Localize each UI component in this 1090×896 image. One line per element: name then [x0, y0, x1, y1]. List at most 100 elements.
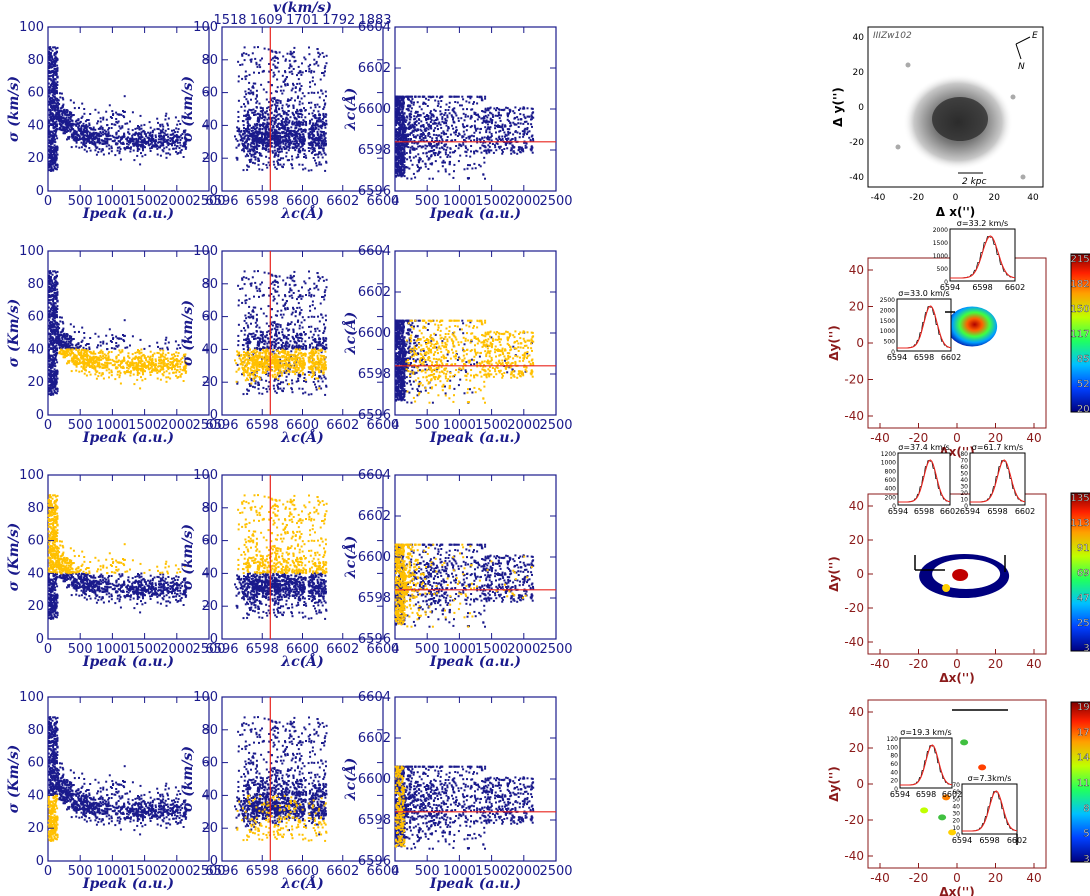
data-point — [105, 118, 108, 121]
data-point — [421, 133, 424, 136]
data-point — [92, 134, 95, 137]
data-point — [133, 159, 136, 162]
data-point — [320, 144, 323, 147]
data-point — [243, 137, 246, 140]
data-point — [262, 162, 265, 165]
data-point — [108, 104, 111, 107]
data-point — [259, 116, 262, 119]
data-point — [256, 122, 258, 125]
data-point — [398, 106, 401, 109]
data-point — [428, 132, 431, 135]
data-point — [78, 129, 81, 132]
data-point — [447, 154, 450, 157]
data-point — [263, 141, 266, 143]
data-point — [138, 136, 141, 139]
data-point — [307, 147, 310, 149]
data-point — [258, 140, 261, 143]
data-point — [270, 129, 273, 132]
data-point — [530, 123, 533, 126]
data-point — [91, 132, 94, 135]
data-point — [162, 141, 165, 144]
data-point — [274, 154, 276, 157]
data-point — [261, 147, 264, 150]
data-point — [317, 120, 320, 123]
data-point — [51, 82, 54, 85]
data-point — [312, 128, 315, 131]
data-point — [52, 83, 55, 86]
data-point — [293, 140, 296, 143]
data-point — [298, 100, 301, 103]
data-point — [105, 342, 108, 345]
data-point — [176, 136, 179, 139]
data-point — [78, 121, 81, 124]
data-point — [292, 107, 295, 109]
data-point — [307, 169, 310, 172]
data-point — [272, 160, 275, 163]
data-point — [61, 114, 64, 117]
data-point — [51, 105, 54, 108]
data-point — [303, 153, 306, 155]
data-point — [452, 118, 454, 121]
data-point — [295, 124, 297, 127]
data-point — [527, 122, 530, 125]
data-point — [275, 106, 278, 109]
data-point — [324, 115, 327, 118]
data-point — [239, 134, 242, 137]
data-point — [271, 104, 274, 107]
data-point — [325, 123, 328, 126]
data-point — [398, 148, 401, 151]
data-point — [440, 112, 443, 115]
data-point — [239, 64, 242, 66]
data-point — [111, 134, 114, 137]
data-point — [291, 123, 294, 126]
data-point — [119, 140, 121, 143]
data-point — [415, 129, 418, 132]
data-points — [394, 95, 535, 180]
data-point — [399, 126, 402, 129]
data-point — [516, 116, 519, 119]
data-point — [60, 316, 63, 319]
data-point — [102, 118, 105, 121]
data-point — [313, 70, 316, 73]
data-point — [318, 163, 321, 166]
data-point — [53, 292, 56, 294]
data-point — [505, 106, 508, 109]
data-point — [405, 95, 408, 98]
data-point — [300, 109, 303, 112]
data-point — [405, 133, 408, 136]
data-point — [52, 137, 55, 140]
data-point — [400, 149, 403, 152]
data-point — [323, 115, 325, 118]
data-point — [48, 372, 51, 375]
data-point — [49, 385, 52, 388]
data-point — [170, 138, 173, 141]
data-point — [308, 46, 310, 49]
data-point — [47, 77, 50, 80]
data-point — [436, 153, 439, 156]
data-point — [238, 143, 241, 146]
data-point — [240, 105, 243, 108]
data-point — [280, 148, 283, 151]
data-point — [263, 47, 266, 50]
data-point — [126, 346, 129, 349]
data-point — [434, 154, 437, 157]
data-point — [282, 130, 285, 133]
data-point — [268, 116, 271, 119]
data-point — [318, 142, 321, 145]
data-point — [52, 74, 55, 77]
data-point — [289, 99, 292, 101]
data-point — [408, 113, 411, 116]
data-point — [86, 140, 89, 143]
data-point — [258, 113, 261, 116]
data-point — [494, 144, 496, 147]
data-point — [396, 164, 399, 167]
data-point — [507, 120, 510, 123]
data-point — [403, 127, 406, 130]
data-point — [397, 110, 400, 112]
data-point — [83, 112, 86, 115]
data-point — [284, 71, 287, 74]
data-point — [513, 112, 516, 115]
data-point — [463, 168, 466, 171]
data-point — [276, 138, 279, 141]
data-point — [151, 139, 154, 142]
